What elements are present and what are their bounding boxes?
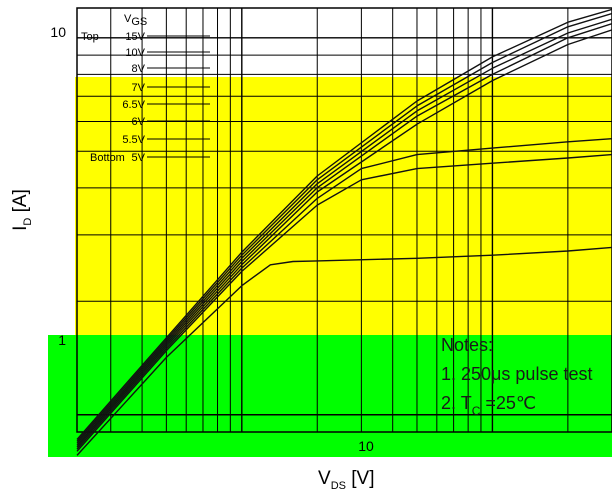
curves	[76, 8, 612, 456]
grid-vertical	[110, 8, 612, 432]
legend-header: VGS	[124, 13, 147, 28]
series-line-6v	[76, 138, 612, 450]
series-line-8v	[76, 18, 612, 444]
notes-line2: 2. TC =25℃	[441, 393, 536, 418]
series-line-15v	[76, 8, 612, 440]
legend-top-label: Top	[81, 31, 99, 43]
legend-entry-5v: 5V	[132, 152, 146, 164]
notes-line1: 1. 250μs pulse test	[441, 364, 592, 384]
legend-bottom-label: Bottom	[90, 152, 125, 164]
legend-entry-5.5v: 5.5V	[122, 134, 145, 146]
notes: Notes: 1. 250μs pulse test 2. TC =25℃	[441, 335, 592, 418]
notes-title: Notes:	[441, 335, 493, 355]
legend-entry-15v: 15V	[125, 31, 145, 43]
legend-lines	[147, 35, 210, 158]
x-tick-10: 10	[358, 438, 374, 454]
y-tick-10: 10	[50, 24, 66, 40]
y-axis-label: ID [A]	[10, 189, 34, 231]
legend-entry-6.5v: 6.5V	[122, 99, 145, 111]
legend: VGS Top 15V 10V 8V 7V 6.5V 6V 5.5V Botto…	[81, 13, 147, 164]
x-axis-label: VDS [V]	[318, 468, 374, 492]
legend-entry-6v: 6V	[132, 116, 146, 128]
series-line-7v	[76, 23, 612, 446]
series-line-10v	[76, 12, 612, 442]
series-line-5v	[76, 246, 612, 456]
y-tick-1: 1	[58, 332, 66, 348]
series-line-5.5v	[76, 153, 612, 452]
highlight-yellow	[75, 77, 612, 345]
legend-entry-10v: 10V	[125, 47, 145, 59]
plot-frame	[76, 7, 612, 433]
series-line-6.5v	[76, 29, 612, 448]
legend-entry-8v: 8V	[132, 63, 146, 75]
legend-entry-7v: 7V	[132, 82, 146, 94]
